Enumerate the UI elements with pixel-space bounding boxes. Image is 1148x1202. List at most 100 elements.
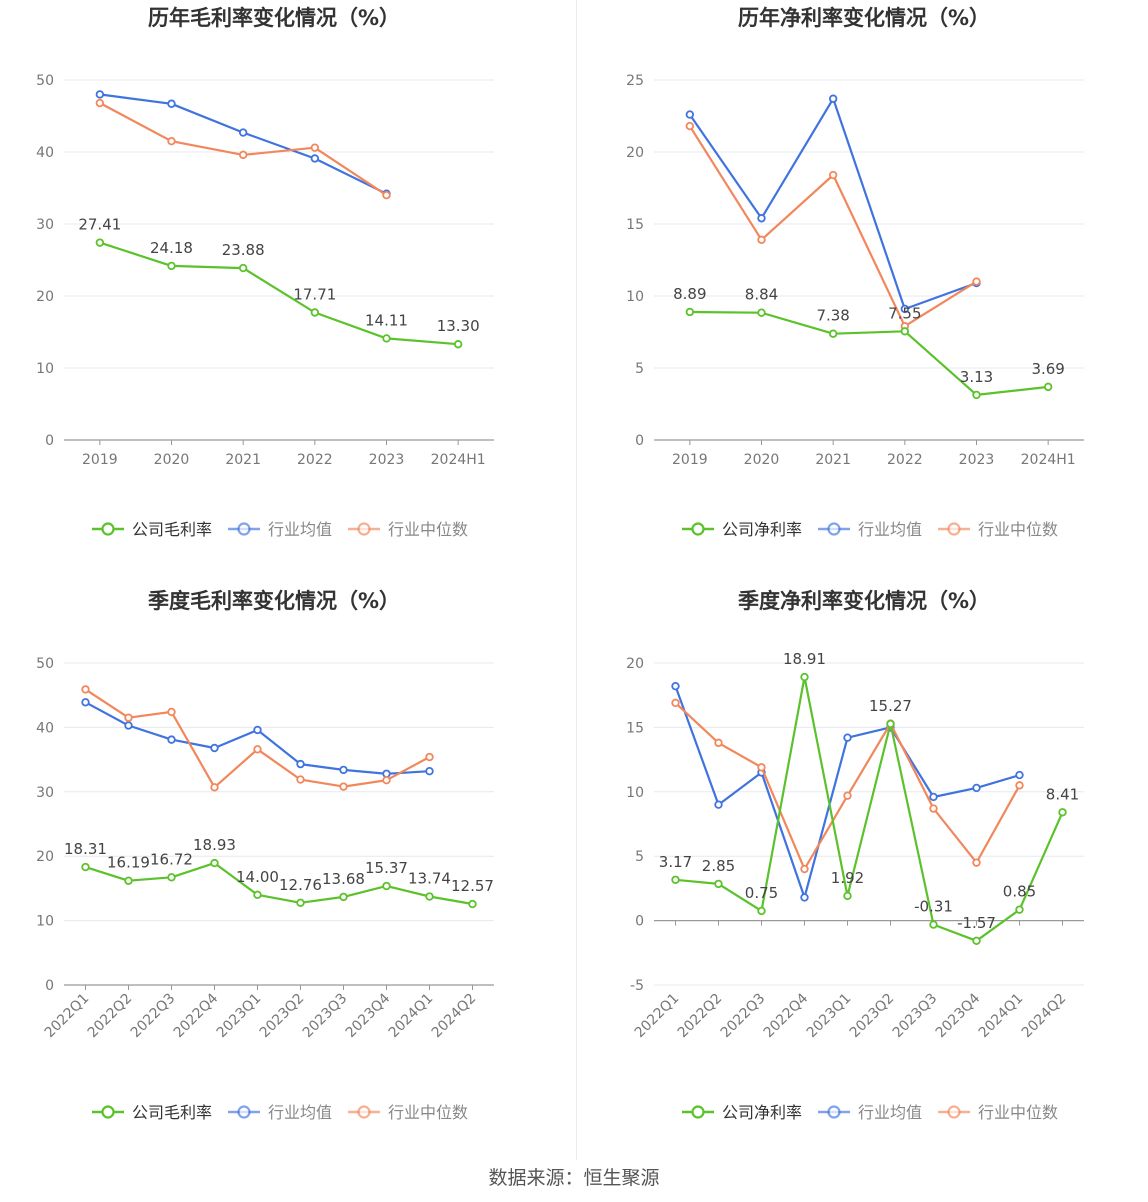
y-tick-label: 20: [626, 656, 644, 672]
y-tick-label: -5: [630, 978, 644, 994]
data-label: 16.19: [107, 854, 150, 872]
quarterly-gross-margin-chart: 季度毛利率变化情况（%） 0 10 20 30 40 50 2022Q1 2022Q2 2022Q…: [0, 583, 574, 1163]
data-point-company: [886, 719, 895, 729]
data-point-industry_median: [95, 98, 105, 108]
data-point-industry_median: [671, 698, 680, 708]
legend-swatch-marker: [827, 522, 841, 536]
x-tick-label: 2024Q1: [386, 991, 437, 1042]
y-tick-label: 10: [626, 785, 644, 801]
data-label: 7.55: [888, 304, 921, 322]
series-line-industry_avg: [688, 97, 977, 311]
y-tick-label: 10: [36, 361, 54, 377]
data-point-industry_median: [929, 804, 938, 813]
legend-label: 行业中位数: [978, 1103, 1058, 1122]
series-line-industry_avg: [99, 93, 387, 195]
legend-swatch-marker: [101, 522, 115, 536]
x-tick-label: 2022Q1: [42, 991, 93, 1042]
y-tick-label: 50: [36, 656, 54, 672]
y-tick-label: 40: [36, 145, 54, 161]
data-point-industry_median: [382, 776, 391, 785]
x-tick-label: 2022Q2: [675, 991, 726, 1042]
data-point-industry_avg: [95, 90, 105, 99]
quarterly-net-margin-chart: 季度净利率变化情况（%） -5 0 5 10 15 20 2022Q1 2022Q2 2022Q3…: [590, 583, 1148, 1163]
data-point-industry_median: [972, 858, 981, 867]
data-label: 2.85: [702, 857, 735, 875]
data-label: 3.17: [659, 853, 692, 871]
data-label: 0.85: [1003, 883, 1036, 901]
data-point-industry_avg: [124, 721, 133, 730]
data-point-company: [900, 327, 910, 336]
x-tick-label: 2024Q2: [429, 991, 480, 1042]
x-tick-label: 2023Q2: [847, 991, 898, 1042]
data-point-company: [671, 875, 680, 884]
data-point-industry_avg: [800, 893, 809, 902]
legend-label: 公司净利率: [722, 1103, 802, 1122]
data-label: -0.31: [914, 898, 953, 916]
data-point-industry_median: [81, 685, 90, 694]
data-point-industry_avg: [685, 110, 695, 119]
data-point-company: [1058, 808, 1067, 817]
legend-label: 公司毛利率: [132, 1103, 212, 1122]
data-point-industry_avg: [238, 128, 248, 137]
data-label: 15.27: [869, 697, 912, 715]
data-point-industry_avg: [296, 759, 305, 769]
x-tick-label: 2023Q3: [300, 991, 351, 1042]
y-tick-label: 5: [635, 849, 644, 865]
data-point-industry_median: [828, 170, 838, 180]
legend-label: 行业中位数: [388, 520, 468, 539]
data-point-industry_median: [296, 775, 305, 784]
data-point-company: [81, 862, 90, 872]
series-line-industry_median: [99, 102, 388, 197]
data-point-company: [828, 329, 838, 338]
data-label: 18.93: [193, 836, 236, 854]
data-point-industry_median: [685, 121, 695, 131]
data-point-company: [210, 858, 219, 868]
data-point-company: [972, 936, 981, 946]
data-label: -1.57: [957, 914, 996, 932]
legend-label: 行业均值: [268, 1103, 332, 1122]
y-tick-label: 50: [36, 73, 54, 89]
chart-title: 历年净利率变化情况（%）: [738, 6, 990, 30]
data-point-industry_avg: [253, 725, 262, 735]
data-point-company: [685, 307, 695, 317]
x-tick-label: 2022Q3: [718, 991, 769, 1042]
y-tick-label: 20: [626, 145, 644, 161]
data-point-industry_median: [253, 745, 262, 754]
y-tick-label: 0: [45, 433, 54, 449]
data-point-company: [124, 876, 133, 885]
y-tick-label: 20: [36, 849, 54, 865]
data-point-industry_median: [210, 783, 219, 792]
data-label: 7.38: [816, 307, 849, 325]
x-tick-label: 2024Q2: [1019, 991, 1070, 1042]
data-point-industry_avg: [339, 765, 348, 775]
y-tick-label: 5: [635, 361, 644, 377]
y-tick-label: 10: [36, 914, 54, 930]
data-label: 16.72: [150, 850, 193, 868]
data-label: 13.74: [408, 870, 451, 888]
y-tick-label: 0: [635, 433, 644, 449]
data-point-company: [453, 340, 463, 349]
data-label: 23.88: [222, 241, 265, 259]
y-tick-label: 40: [36, 720, 54, 736]
data-point-company: [296, 898, 305, 908]
data-point-industry_median: [843, 791, 852, 800]
series-line-company: [675, 675, 1064, 942]
legend-swatch-marker: [101, 1105, 115, 1119]
data-point-company: [757, 906, 766, 916]
legend-label: 行业中位数: [388, 1103, 468, 1122]
data-point-industry_avg: [714, 800, 723, 809]
data-label: 12.57: [451, 877, 494, 895]
data-label: 8.84: [745, 286, 778, 304]
y-tick-label: 25: [626, 73, 644, 89]
data-point-company: [238, 263, 248, 273]
data-label: 0.75: [745, 884, 778, 902]
data-point-industry_median: [757, 763, 766, 772]
legend-swatch-marker: [357, 522, 371, 536]
data-point-company: [800, 672, 809, 682]
x-tick-label: 2024Q1: [976, 991, 1027, 1042]
series-line-industry_avg: [84, 701, 430, 775]
data-point-company: [929, 920, 938, 929]
x-tick-label: 2020: [154, 452, 190, 468]
data-point-industry_median: [339, 782, 348, 791]
data-label: 18.31: [64, 840, 107, 858]
